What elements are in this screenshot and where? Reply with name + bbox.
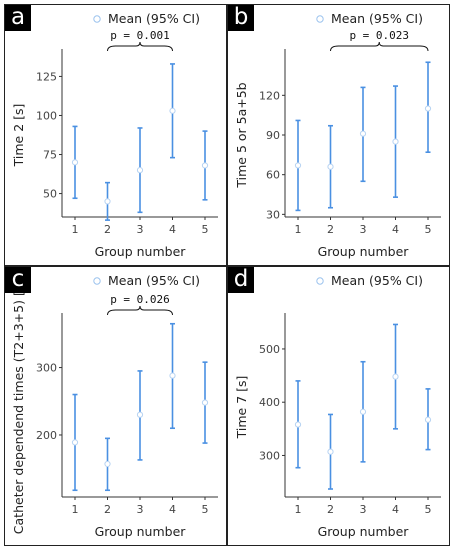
chart-b-mean-point bbox=[327, 163, 334, 170]
chart-a-y-tick-label: 75 bbox=[43, 149, 57, 162]
chart-d-y-axis-title: Time 7 [s] bbox=[234, 376, 249, 440]
chart-a-y-tick-label: 50 bbox=[43, 188, 57, 201]
chart-c-x-tick-label: 2 bbox=[104, 503, 111, 516]
chart-a-mean-point bbox=[104, 198, 111, 205]
chart-b-x-tick-label: 4 bbox=[392, 223, 399, 236]
chart-b-mean-point bbox=[392, 138, 399, 145]
chart-panel-d: 300 400 500 1 2 3 4 5 Group number Time 7 [s] Mean… bbox=[227, 266, 450, 546]
chart-a-mean-point bbox=[201, 162, 209, 169]
chart-b-mean-point bbox=[359, 130, 367, 137]
chart-c-mean-point bbox=[169, 372, 176, 379]
chart-d-legend-marker bbox=[316, 277, 324, 285]
chart-b-y-tick-label: 30 bbox=[266, 208, 280, 221]
chart-panel-b: 30 60 90 120 1 2 3 4 5 Group number Time 5 or 5a+5… bbox=[227, 4, 450, 266]
chart-panel-c: 200 300 1 2 3 4 5 Group number Catheter dependen… bbox=[4, 266, 227, 546]
panel-label-d: d bbox=[228, 267, 254, 293]
chart-c-y-axis-title: Catheter dependend times (T2+3+5) [s] bbox=[11, 280, 26, 534]
chart-d-x-tick-label: 1 bbox=[295, 503, 302, 516]
chart-c-x-tick-label: 1 bbox=[72, 503, 79, 516]
chart-b-mean-point bbox=[294, 162, 302, 169]
chart-a-x-tick-label: 3 bbox=[137, 223, 144, 236]
chart-c-svg: 200 300 1 2 3 4 5 Group number Catheter dependen… bbox=[11, 273, 218, 539]
chart-d-mean-point bbox=[392, 373, 399, 380]
chart-b-x-tick-label: 3 bbox=[360, 223, 367, 236]
chart-c-mean-point bbox=[136, 411, 144, 418]
chart-d-x-tick-label: 4 bbox=[392, 503, 399, 516]
chart-c-x-tick-label: 4 bbox=[169, 503, 176, 516]
chart-b-legend-label: Mean (95% CI) bbox=[331, 11, 423, 26]
chart-d-y-tick-label: 500 bbox=[259, 343, 280, 356]
chart-c-mean-point bbox=[71, 439, 79, 446]
chart-panel-a: 50 75 100 125 1 2 3 4 5 Group number Time 2 [s] Mea… bbox=[4, 4, 227, 266]
chart-c-y-tick-label: 200 bbox=[36, 429, 57, 442]
chart-c-significance-bracket bbox=[107, 305, 173, 316]
chart-d-x-tick-label: 3 bbox=[360, 503, 367, 516]
chart-b-mean-point bbox=[424, 105, 432, 112]
chart-c-legend-marker bbox=[93, 277, 101, 285]
chart-a-y-axis-title: Time 2 [s] bbox=[11, 104, 26, 168]
chart-a-x-tick-label: 4 bbox=[169, 223, 176, 236]
chart-a-mean-point bbox=[71, 159, 79, 166]
chart-d-y-tick-label: 400 bbox=[259, 396, 280, 409]
chart-a-svg: 50 75 100 125 1 2 3 4 5 Group number Time 2 [s] Mea… bbox=[11, 11, 218, 259]
chart-b-x-axis-title: Group number bbox=[318, 244, 410, 259]
chart-a-x-tick-label: 2 bbox=[104, 223, 111, 236]
chart-b-significance-bracket bbox=[330, 41, 429, 52]
chart-d-svg: 300 400 500 1 2 3 4 5 Group number Time 7 [s] Mean… bbox=[234, 273, 441, 539]
panel-label-b: b bbox=[228, 5, 254, 31]
chart-a-mean-point bbox=[136, 167, 144, 174]
chart-d-mean-point bbox=[294, 421, 302, 428]
chart-d-x-tick-label: 5 bbox=[425, 503, 432, 516]
chart-a-x-tick-label: 1 bbox=[72, 223, 79, 236]
chart-d-x-tick-label: 2 bbox=[327, 503, 334, 516]
chart-d-mean-point bbox=[424, 416, 432, 423]
chart-a-p-value: p = 0.001 bbox=[110, 29, 170, 42]
chart-a-significance-bracket bbox=[107, 41, 173, 52]
chart-b-y-tick-label: 90 bbox=[266, 129, 280, 142]
chart-b-p-value: p = 0.023 bbox=[349, 29, 409, 42]
chart-c-mean-point bbox=[104, 460, 111, 468]
chart-a-y-tick-label: 125 bbox=[36, 70, 57, 83]
chart-a-legend-marker bbox=[93, 15, 101, 23]
chart-c-x-tick-label: 3 bbox=[137, 503, 144, 516]
chart-c-y-tick-label: 300 bbox=[36, 362, 57, 375]
chart-d-x-axis-title: Group number bbox=[318, 524, 410, 539]
chart-d-legend-label: Mean (95% CI) bbox=[331, 273, 423, 288]
chart-c-mean-point bbox=[201, 399, 209, 406]
chart-c-x-axis-title: Group number bbox=[95, 524, 187, 539]
panel-label-c: c bbox=[5, 267, 31, 293]
chart-d-mean-point bbox=[327, 448, 334, 455]
panel-label-a: a bbox=[5, 5, 31, 31]
chart-a-legend-label: Mean (95% CI) bbox=[108, 11, 200, 26]
chart-a-x-tick-label: 5 bbox=[202, 223, 209, 236]
chart-b-y-axis-title: Time 5 or 5a+5b bbox=[234, 82, 249, 188]
chart-d-y-tick-label: 300 bbox=[259, 449, 280, 462]
chart-c-p-value: p = 0.026 bbox=[110, 293, 170, 306]
chart-c-x-tick-label: 5 bbox=[202, 503, 209, 516]
chart-a-x-axis-title: Group number bbox=[95, 244, 187, 259]
chart-a-mean-point bbox=[169, 107, 176, 114]
chart-b-svg: 30 60 90 120 1 2 3 4 5 Group number Time 5 or 5a+5… bbox=[234, 11, 441, 259]
chart-b-x-tick-label: 5 bbox=[425, 223, 432, 236]
chart-b-x-tick-label: 2 bbox=[327, 223, 334, 236]
chart-c-legend-label: Mean (95% CI) bbox=[108, 273, 200, 288]
chart-b-y-tick-label: 60 bbox=[266, 169, 280, 182]
chart-b-y-tick-label: 120 bbox=[259, 89, 280, 102]
chart-d-mean-point bbox=[359, 408, 367, 415]
chart-a-y-tick-label: 100 bbox=[36, 109, 57, 122]
chart-b-legend-marker bbox=[316, 15, 324, 23]
chart-b-x-tick-label: 1 bbox=[295, 223, 302, 236]
